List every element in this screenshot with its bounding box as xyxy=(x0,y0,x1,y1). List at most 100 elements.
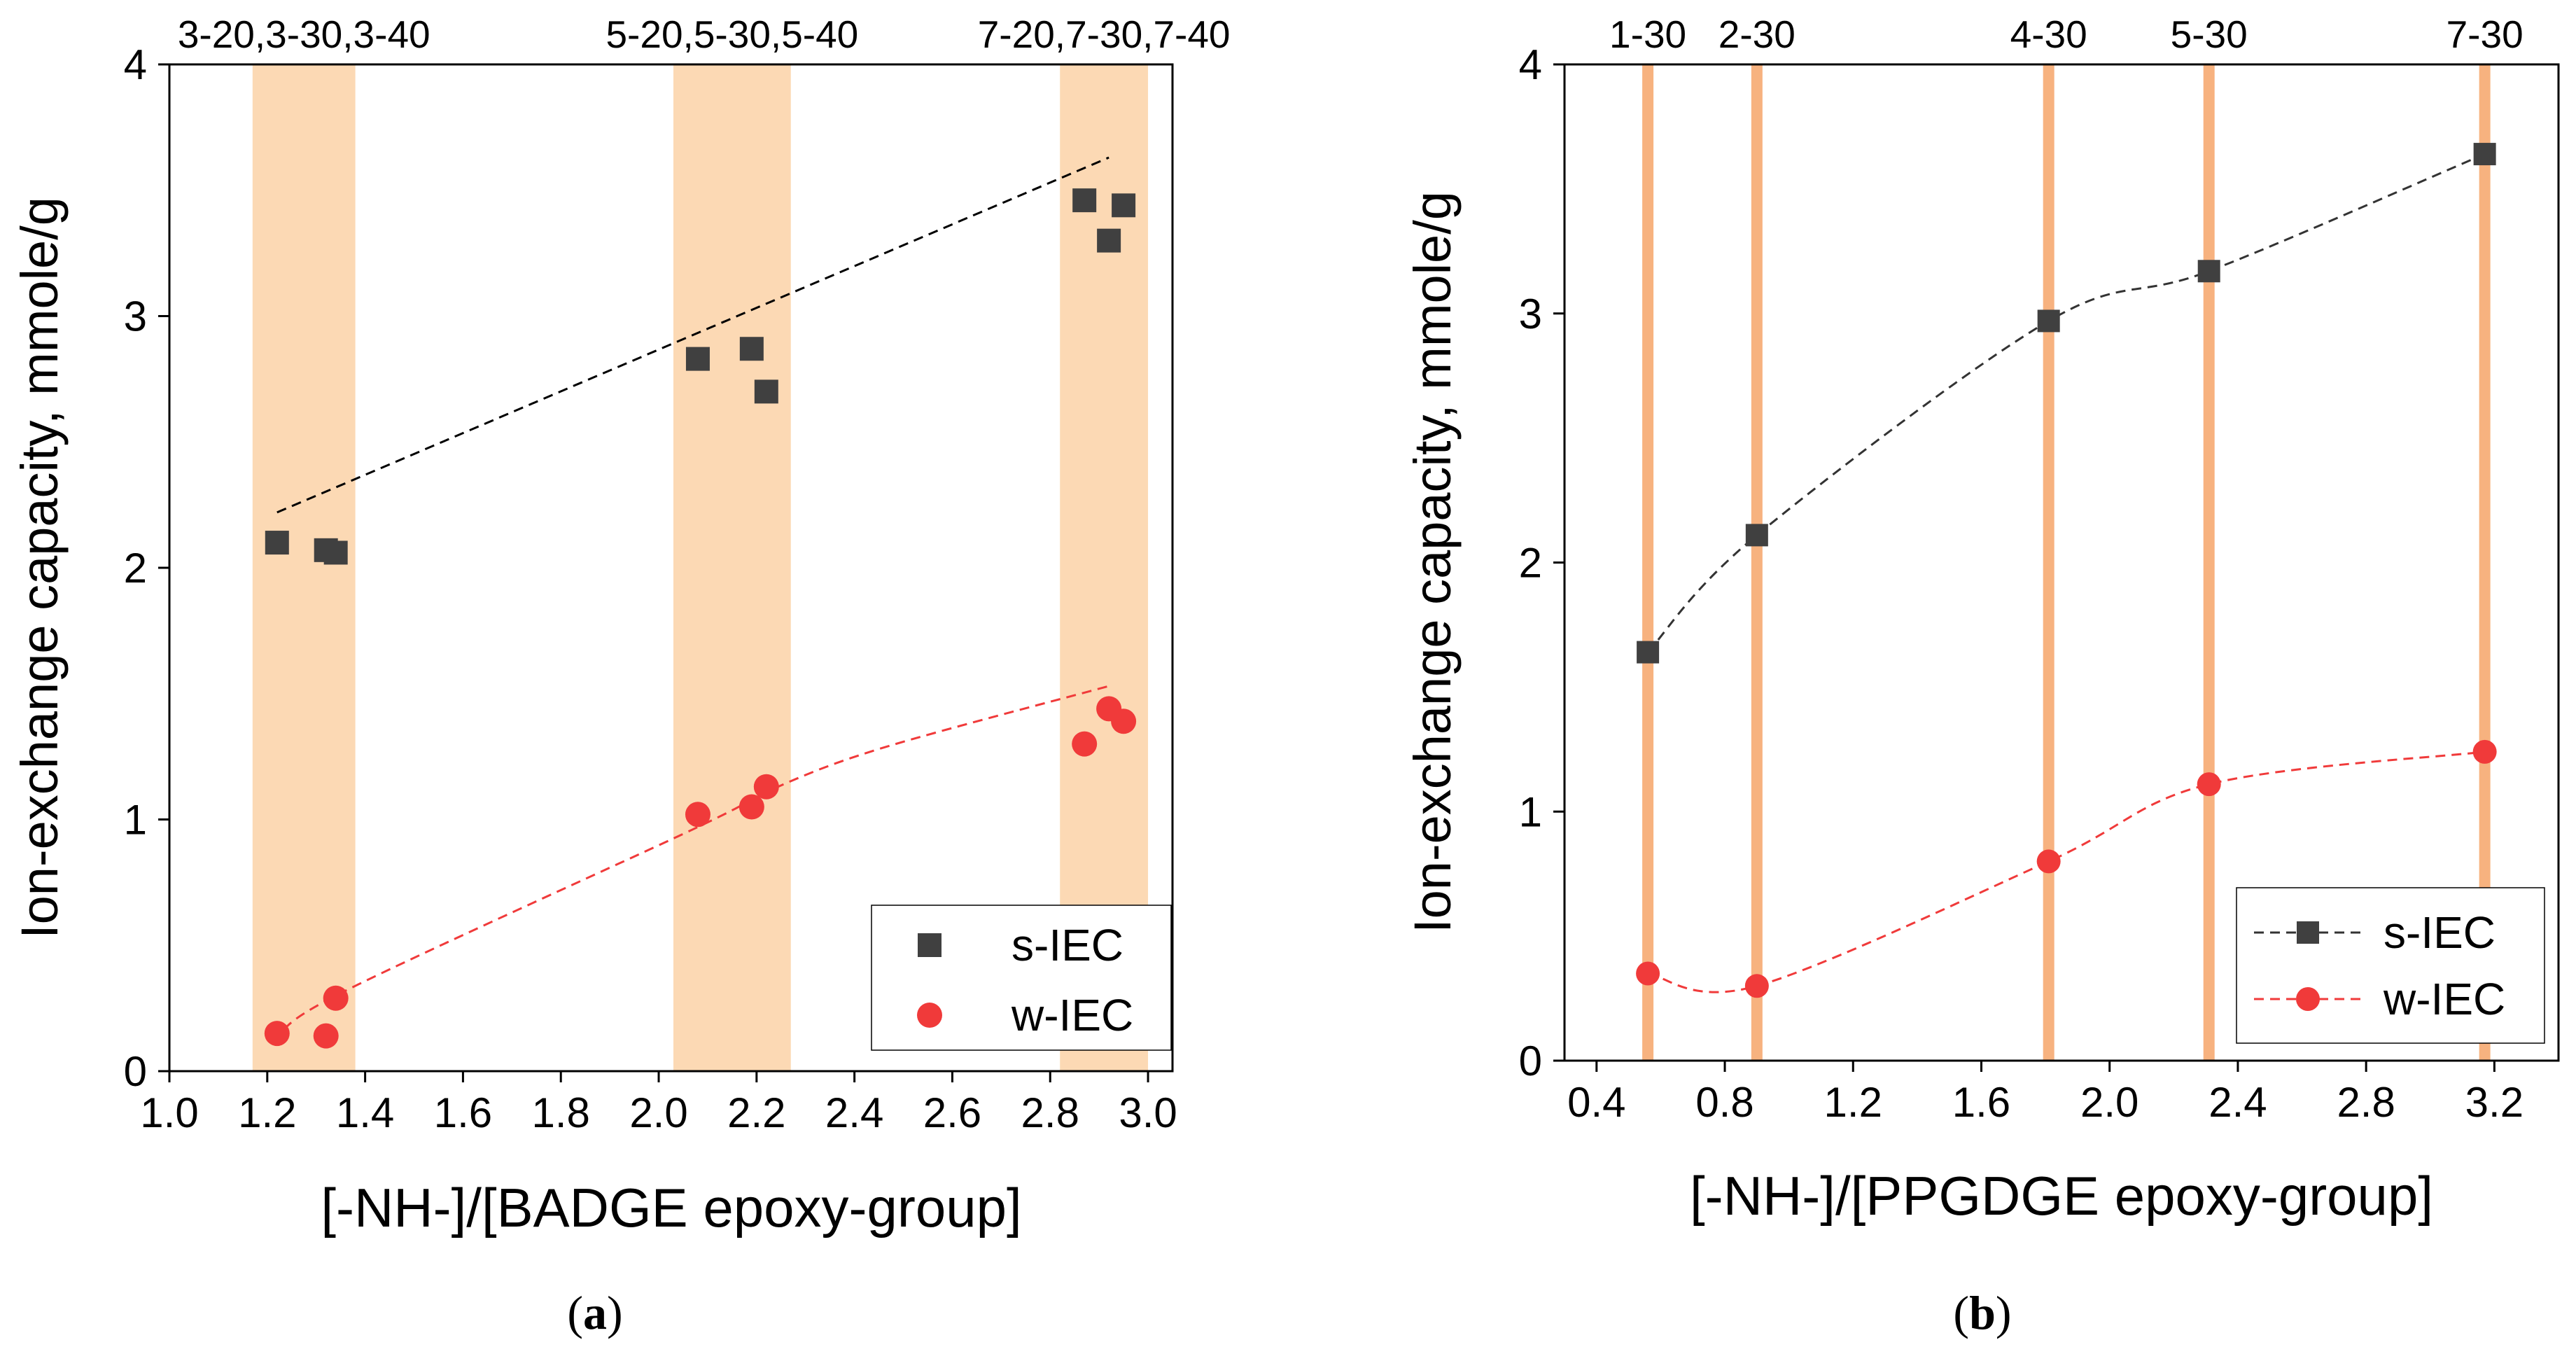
a-bands xyxy=(252,64,1149,1071)
b-legend-label: w-IEC xyxy=(2383,974,2505,1024)
a-band-label: 3-20,3-30,3-40 xyxy=(178,13,430,56)
a-y-ticks: 0 1 2 3 4 xyxy=(124,41,169,1095)
b-x-tick-label: 2.8 xyxy=(2337,1079,2395,1126)
b-point-w-IEC xyxy=(1744,974,1769,998)
b-y-tick-label: 1 xyxy=(1519,788,1542,835)
a-band-label: 5-20,5-30,5-40 xyxy=(606,13,858,56)
b-x-tick-label: 0.8 xyxy=(1695,1079,1754,1126)
b-vline-5-30 xyxy=(2203,64,2215,1061)
a-x-tick-label: 3.0 xyxy=(1119,1089,1177,1136)
b-vline-label: 2-30 xyxy=(1718,13,1795,56)
b-y-tick-label: 4 xyxy=(1519,41,1542,88)
b-point-s-IEC xyxy=(2473,143,2496,166)
panel-a: 1.0 1.2 1.4 1.6 1.8 2.0 2.2 2.4 2.6 2.8 3.0 01234 … xyxy=(10,13,1231,1339)
b-vline-label: 7-30 xyxy=(2446,13,2524,56)
b-x-ticks: 0.4 0.8 1.2 1.6 2.0 2.4 2.8 3.2 xyxy=(1567,1061,2524,1126)
b-series-line-s-IEC xyxy=(1647,153,2486,653)
a-point-w-IEC xyxy=(313,1023,339,1049)
b-y-axis-label: Ion-exchange capacity, mmole/g xyxy=(1404,191,1462,933)
b-series-line-w-IEC xyxy=(1647,751,2485,993)
a-panel-letter: a xyxy=(583,1286,607,1339)
b-vline-7-30 xyxy=(2479,64,2491,1061)
a-x-tick-label: 1.2 xyxy=(238,1089,296,1136)
a-x-tick-label: 2.4 xyxy=(825,1089,883,1136)
b-y-ticks: 0 1 2 3 4 xyxy=(1519,41,1564,1084)
b-vline-label: 4-30 xyxy=(2010,13,2087,56)
b-point-w-IEC xyxy=(2197,772,2221,797)
b-x-tick-label: 3.2 xyxy=(2465,1079,2524,1126)
a-x-ticks: 1.0 1.2 1.4 1.6 1.8 2.0 2.2 2.4 2.6 2.8 3.0 xyxy=(140,1071,1177,1136)
a-legend-marker-w-IEC xyxy=(917,1003,942,1028)
a-y-tick-label: 0 xyxy=(124,1048,147,1095)
b-legend-box xyxy=(2236,887,2545,1044)
b-vline-4-30 xyxy=(2043,64,2054,1061)
a-point-w-IEC xyxy=(1072,731,1098,757)
a-legend-box xyxy=(871,905,1172,1051)
a-panel-label: (a) xyxy=(567,1286,622,1339)
a-band-1 xyxy=(252,64,356,1071)
b-x-tick-label: 1.6 xyxy=(1952,1079,2010,1126)
b-point-w-IEC xyxy=(1636,961,1660,986)
a-legend-label: w-IEC xyxy=(1011,990,1133,1040)
a-band-labels: 3-20,3-30,3-40 5-20,5-30,5-40 7-20,7-30,7-… xyxy=(178,13,1231,56)
a-points xyxy=(264,188,1137,1049)
b-vline-2-30 xyxy=(1751,64,1763,1061)
a-point-s-IEC xyxy=(754,379,778,404)
a-band-label: 7-20,7-30,7-40 xyxy=(978,13,1231,56)
b-point-s-IEC xyxy=(2037,309,2060,333)
a-x-tick-label: 2.2 xyxy=(727,1089,785,1136)
a-point-w-IEC xyxy=(264,1021,290,1047)
a-trendline-s-IEC xyxy=(276,156,1110,514)
a-x-tick-label: 2.0 xyxy=(629,1089,687,1136)
a-x-tick-label: 1.0 xyxy=(140,1089,198,1136)
b-vline-1-30 xyxy=(1642,64,1654,1061)
b-points xyxy=(1636,143,2497,998)
a-y-tick-label: 4 xyxy=(124,41,147,88)
a-point-w-IEC xyxy=(738,794,764,820)
a-x-tick-label: 2.6 xyxy=(923,1089,981,1136)
b-y-tick-label: 0 xyxy=(1519,1038,1542,1084)
panel-b: 0.4 0.8 1.2 1.6 2.0 2.4 2.8 3.2 0 1 2 3 4 1-30 2-30 4… xyxy=(1404,13,2560,1339)
a-point-s-IEC xyxy=(685,347,710,371)
b-x-tick-label: 2.0 xyxy=(2080,1079,2138,1126)
b-point-s-IEC xyxy=(1745,524,1768,547)
b-vline-label: 5-30 xyxy=(2171,13,2248,56)
b-x-tick-label: 0.4 xyxy=(1567,1079,1625,1126)
a-point-s-IEC xyxy=(739,337,764,361)
a-band-2 xyxy=(673,64,791,1071)
b-legend-marker-w-IEC xyxy=(2296,987,2320,1011)
b-y-tick-label: 2 xyxy=(1519,540,1542,587)
a-point-s-IEC xyxy=(323,540,348,565)
a-point-w-IEC xyxy=(685,802,710,828)
a-point-s-IEC xyxy=(265,531,289,555)
b-point-s-IEC xyxy=(1637,641,1660,664)
b-y-tick-label: 3 xyxy=(1519,291,1542,337)
a-legend-label: s-IEC xyxy=(1011,920,1124,970)
b-line-labels: 1-30 2-30 4-30 5-30 7-30 xyxy=(1609,13,2524,56)
a-point-w-IEC xyxy=(323,985,349,1011)
a-y-tick-label: 2 xyxy=(124,545,147,592)
a-legend-marker-s-IEC xyxy=(918,933,941,957)
b-point-w-IEC xyxy=(2036,849,2061,874)
b-panel-label: (b) xyxy=(1953,1286,2011,1339)
b-legend-label: s-IEC xyxy=(2384,907,2496,958)
b-x-tick-label: 2.4 xyxy=(2208,1079,2267,1126)
a-y-tick-label: 1 xyxy=(124,797,147,844)
a-point-s-IEC xyxy=(1112,193,1136,218)
b-vline-label: 1-30 xyxy=(1609,13,1686,56)
a-point-s-IEC xyxy=(1097,228,1121,253)
a-x-tick-label: 2.8 xyxy=(1021,1089,1079,1136)
b-legend: s-IEC w-IEC xyxy=(2236,887,2545,1044)
a-x-axis-label: [-NH-]/[BADGE epoxy-group] xyxy=(321,1177,1021,1238)
b-legend-marker-s-IEC xyxy=(2297,921,2319,944)
a-y-tick-label: 3 xyxy=(124,293,147,340)
b-point-s-IEC xyxy=(2197,260,2220,283)
b-panel-letter: b xyxy=(1969,1286,1996,1339)
b-x-tick-label: 1.2 xyxy=(1824,1079,1882,1126)
b-point-w-IEC xyxy=(2472,739,2497,764)
a-x-tick-label: 1.4 xyxy=(336,1089,394,1136)
a-point-s-IEC xyxy=(1072,188,1097,213)
b-x-axis-label: [-NH-]/[PPGDGE epoxy-group] xyxy=(1690,1165,2433,1227)
a-legend: s-IEC w-IEC xyxy=(871,905,1172,1051)
